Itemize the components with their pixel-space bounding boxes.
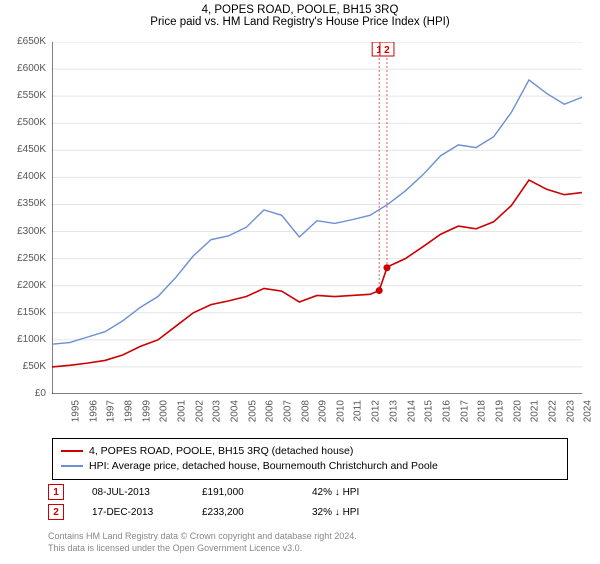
sale-row: 1 08-JUL-2013£191,00042% ↓ HPI xyxy=(48,482,412,502)
legend: 4, POPES ROAD, POOLE, BH15 3RQ (detached… xyxy=(52,438,568,480)
x-tick-label: 1996 xyxy=(88,400,99,422)
x-tick-label: 1995 xyxy=(70,400,81,422)
chart-subtitle: Price paid vs. HM Land Registry's House … xyxy=(0,16,600,28)
y-tick-label: £300K xyxy=(17,226,46,237)
x-tick-label: 2023 xyxy=(565,400,576,422)
sale-pct: 32% ↓ HPI xyxy=(312,507,412,518)
y-tick-label: £450K xyxy=(17,144,46,155)
x-tick-label: 2021 xyxy=(530,400,541,422)
x-tick-label: 2012 xyxy=(371,400,382,422)
x-tick-label: 2009 xyxy=(318,400,329,422)
y-tick-label: £550K xyxy=(17,90,46,101)
x-tick-label: 2006 xyxy=(265,400,276,422)
x-tick-label: 1997 xyxy=(106,400,117,422)
plot-area: 12 xyxy=(52,42,582,394)
x-tick-label: 2004 xyxy=(229,400,240,422)
sale-row: 2 17-DEC-2013£233,20032% ↓ HPI xyxy=(48,502,412,522)
x-tick-label: 1999 xyxy=(141,400,152,422)
sale-pct: 42% ↓ HPI xyxy=(312,487,412,498)
x-tick-label: 2007 xyxy=(282,400,293,422)
y-tick-label: £50K xyxy=(23,361,46,372)
sale-date: 17-DEC-2013 xyxy=(92,507,202,518)
x-tick-label: 2017 xyxy=(459,400,470,422)
x-tick-label: 2001 xyxy=(176,400,187,422)
x-tick-label: 2000 xyxy=(159,400,170,422)
x-tick-label: 2022 xyxy=(547,400,558,422)
x-tick-label: 2015 xyxy=(424,400,435,422)
x-tick-label: 2010 xyxy=(335,400,346,422)
x-tick-label: 2008 xyxy=(300,400,311,422)
sale-marker-box: 2 xyxy=(48,504,64,520)
x-tick-label: 2020 xyxy=(512,400,523,422)
x-tick-label: 2014 xyxy=(406,400,417,422)
x-tick-label: 2002 xyxy=(194,400,205,422)
x-tick-label: 2016 xyxy=(441,400,452,422)
y-tick-label: £600K xyxy=(17,63,46,74)
y-tick-label: £350K xyxy=(17,198,46,209)
sale-marker-box: 1 xyxy=(48,484,64,500)
sale-price: £191,000 xyxy=(202,487,312,498)
sale-date: 08-JUL-2013 xyxy=(92,487,202,498)
sale-price: £233,200 xyxy=(202,507,312,518)
legend-item-0: 4, POPES ROAD, POOLE, BH15 3RQ (detached… xyxy=(89,444,353,458)
y-tick-label: £500K xyxy=(17,117,46,128)
legend-item-1: HPI: Average price, detached house, Bour… xyxy=(89,459,438,473)
sales-table: 1 08-JUL-2013£191,00042% ↓ HPI 2 17-DEC-201… xyxy=(48,482,412,522)
x-tick-label: 1998 xyxy=(123,400,134,422)
x-tick-label: 2013 xyxy=(388,400,399,422)
chart-title: 4, POPES ROAD, POOLE, BH15 3RQ xyxy=(0,4,600,16)
footer-text: Contains HM Land Registry data © Crown c… xyxy=(48,530,357,554)
y-tick-label: £250K xyxy=(17,253,46,264)
svg-text:2: 2 xyxy=(384,45,390,56)
x-tick-label: 2005 xyxy=(247,400,258,422)
x-tick-label: 2024 xyxy=(583,400,594,422)
x-tick-label: 2019 xyxy=(494,400,505,422)
x-tick-label: 2018 xyxy=(477,400,488,422)
y-tick-label: £200K xyxy=(17,280,46,291)
y-tick-label: £400K xyxy=(17,171,46,182)
x-tick-label: 2011 xyxy=(352,400,363,422)
y-tick-label: £150K xyxy=(17,307,46,318)
x-tick-label: 2003 xyxy=(212,400,223,422)
y-tick-label: £650K xyxy=(17,36,46,47)
y-tick-label: £0 xyxy=(35,388,46,399)
y-tick-label: £100K xyxy=(17,334,46,345)
